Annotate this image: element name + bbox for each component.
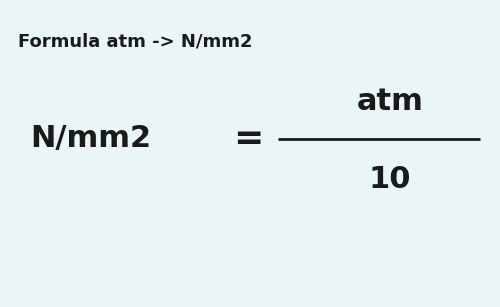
Text: Formula atm -> N/mm2: Formula atm -> N/mm2 (18, 32, 252, 50)
Text: atm: atm (356, 87, 424, 116)
Text: =: = (233, 122, 263, 156)
Text: 10: 10 (369, 165, 411, 193)
Text: N/mm2: N/mm2 (30, 125, 151, 154)
